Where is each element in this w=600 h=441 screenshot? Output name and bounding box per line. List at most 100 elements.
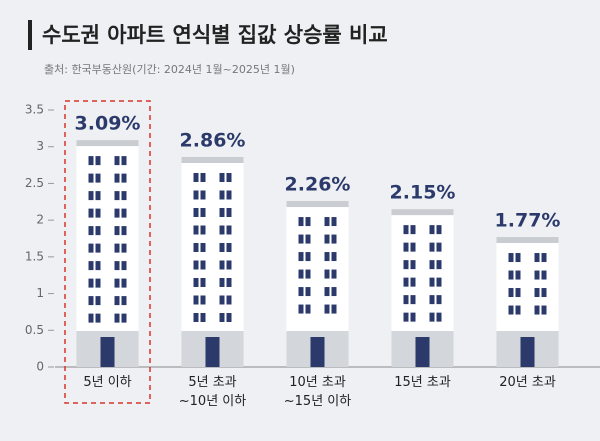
window	[429, 225, 435, 235]
window	[534, 270, 540, 280]
window	[331, 217, 337, 227]
window	[95, 226, 101, 236]
window	[534, 305, 540, 315]
window	[226, 260, 232, 270]
x-tick-label: 10년 초과 ~15년 이하	[283, 375, 352, 409]
window	[324, 217, 330, 227]
window	[515, 305, 521, 315]
window	[305, 269, 311, 279]
window	[226, 242, 232, 252]
window	[410, 225, 416, 235]
window	[95, 173, 101, 183]
window	[114, 261, 120, 271]
window	[219, 207, 225, 217]
window	[200, 207, 206, 217]
window	[403, 312, 409, 322]
window	[121, 278, 127, 288]
window	[193, 312, 199, 322]
window	[219, 260, 225, 270]
x-tick-label: 5년 초과 ~10년 이하	[178, 375, 247, 409]
window	[410, 260, 416, 270]
window	[298, 287, 304, 297]
window	[436, 242, 442, 252]
value-label: 2.15%	[390, 182, 456, 204]
window	[534, 288, 540, 298]
window	[88, 173, 94, 183]
window	[193, 242, 199, 252]
building-roof	[286, 201, 349, 208]
window	[193, 277, 199, 287]
window	[95, 296, 101, 306]
window	[403, 277, 409, 287]
y-tick-label: 2.5	[25, 176, 44, 190]
window	[410, 242, 416, 252]
window	[193, 260, 199, 270]
window	[508, 253, 514, 263]
window	[305, 234, 311, 244]
value-label: 3.09%	[75, 113, 141, 135]
window	[95, 208, 101, 218]
title-marker	[28, 20, 32, 50]
window	[429, 312, 435, 322]
window	[541, 305, 547, 315]
value-label: 2.26%	[285, 174, 351, 196]
x-tick-label: 15년 초과	[394, 375, 451, 390]
window	[508, 288, 514, 298]
window	[95, 156, 101, 166]
window	[121, 243, 127, 253]
window	[114, 243, 120, 253]
y-tick-label: 0.5	[25, 323, 44, 337]
window	[114, 173, 120, 183]
x-tick-label: 20년 초과	[499, 375, 556, 390]
y-tick-label: 1	[36, 286, 44, 300]
window	[436, 312, 442, 322]
window	[298, 304, 304, 314]
window	[193, 207, 199, 217]
window	[436, 277, 442, 287]
window	[200, 260, 206, 270]
window	[305, 287, 311, 297]
window	[114, 313, 120, 323]
window	[121, 173, 127, 183]
window	[403, 260, 409, 270]
building-roof	[76, 140, 139, 147]
window	[410, 312, 416, 322]
window	[226, 190, 232, 200]
window	[193, 225, 199, 235]
window	[436, 295, 442, 305]
window	[88, 313, 94, 323]
window	[114, 296, 120, 306]
window	[121, 156, 127, 166]
building-door	[520, 337, 535, 367]
window	[88, 296, 94, 306]
window	[88, 208, 94, 218]
bar	[76, 140, 139, 367]
window	[88, 226, 94, 236]
window	[324, 269, 330, 279]
window	[298, 269, 304, 279]
window	[324, 234, 330, 244]
window	[298, 252, 304, 262]
window	[121, 208, 127, 218]
window	[324, 304, 330, 314]
value-label: 2.86%	[180, 129, 246, 151]
window	[226, 312, 232, 322]
window	[305, 304, 311, 314]
window	[88, 191, 94, 201]
window	[121, 191, 127, 201]
window	[219, 312, 225, 322]
window	[200, 225, 206, 235]
window	[114, 226, 120, 236]
window	[534, 253, 540, 263]
window	[410, 277, 416, 287]
window	[95, 243, 101, 253]
window	[508, 305, 514, 315]
window	[88, 243, 94, 253]
window	[200, 172, 206, 182]
window	[331, 304, 337, 314]
y-tick-label: 0	[36, 360, 44, 374]
window	[331, 252, 337, 262]
window	[305, 217, 311, 227]
